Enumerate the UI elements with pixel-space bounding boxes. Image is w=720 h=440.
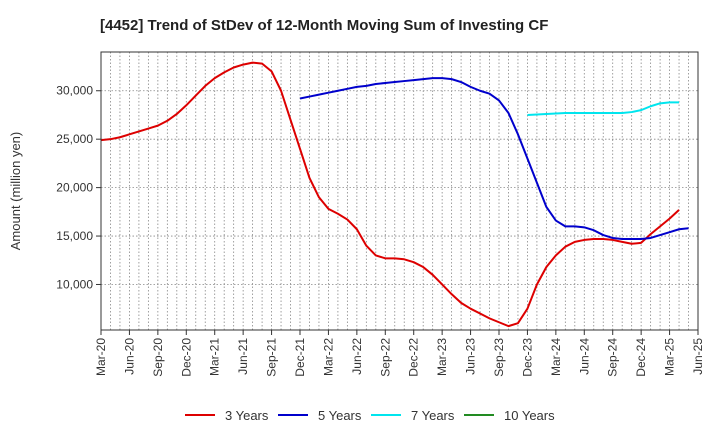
x-tick-label: Jun-20 <box>122 338 136 375</box>
plot-area <box>100 51 699 331</box>
legend-item-3-years: 3 Years <box>185 408 269 423</box>
x-tick-label: Sep-23 <box>492 338 506 377</box>
y-tick-label: 30,000 <box>56 84 93 98</box>
series-layer <box>100 61 689 328</box>
x-axis: Mar-20 Jun-20 Sep-20 Dec-20 Mar-21 Jun-21 Sep-… <box>94 330 705 377</box>
x-tick-label: Dec-21 <box>293 338 307 377</box>
legend-label: 3 Years <box>225 408 269 423</box>
legend-label: 10 Years <box>504 408 555 423</box>
x-tick-label: Sep-24 <box>606 338 620 377</box>
y-axis-label: Amount (million yen) <box>8 132 23 251</box>
grid <box>100 52 699 330</box>
y-axis: 10,000 15,000 20,000 25,000 30,000 <box>56 84 101 291</box>
y-tick-label: 20,000 <box>56 181 93 195</box>
series-line-7-years <box>527 101 680 116</box>
legend-label: 5 Years <box>318 408 362 423</box>
x-tick-label: Jun-23 <box>464 338 478 375</box>
legend-label: 7 Years <box>411 408 455 423</box>
x-tick-label: Dec-24 <box>634 338 648 377</box>
legend-item-10-years: 10 Years <box>464 408 555 423</box>
x-tick-label: Dec-23 <box>520 338 534 377</box>
x-tick-label: Sep-21 <box>265 338 279 377</box>
y-tick-label: 15,000 <box>56 229 93 243</box>
legend: 3 Years 5 Years 7 Years 10 Years <box>185 408 555 423</box>
x-tick-label: Sep-22 <box>378 338 392 377</box>
x-tick-label: Sep-20 <box>151 338 165 377</box>
x-tick-label: Mar-20 <box>94 338 108 376</box>
x-tick-label: Jun-21 <box>236 338 250 375</box>
legend-item-5-years: 5 Years <box>278 408 362 423</box>
x-tick-label: Mar-23 <box>435 338 449 376</box>
x-tick-label: Mar-25 <box>663 338 677 376</box>
series-line-3-years <box>100 61 680 328</box>
x-tick-label: Mar-21 <box>208 338 222 376</box>
x-tick-label: Mar-24 <box>549 338 563 376</box>
legend-item-7-years: 7 Years <box>371 408 455 423</box>
x-tick-label: Jun-25 <box>691 338 705 375</box>
series-line-5-years <box>299 77 689 240</box>
x-tick-label: Jun-22 <box>350 338 364 375</box>
y-tick-label: 25,000 <box>56 132 93 146</box>
x-tick-label: Dec-20 <box>179 338 193 377</box>
y-tick-label: 10,000 <box>56 277 93 291</box>
x-tick-label: Jun-24 <box>577 338 591 375</box>
x-tick-label: Dec-22 <box>407 338 421 377</box>
x-tick-label: Mar-22 <box>321 338 335 376</box>
chart-title: [4452] Trend of StDev of 12-Month Moving… <box>100 17 548 34</box>
